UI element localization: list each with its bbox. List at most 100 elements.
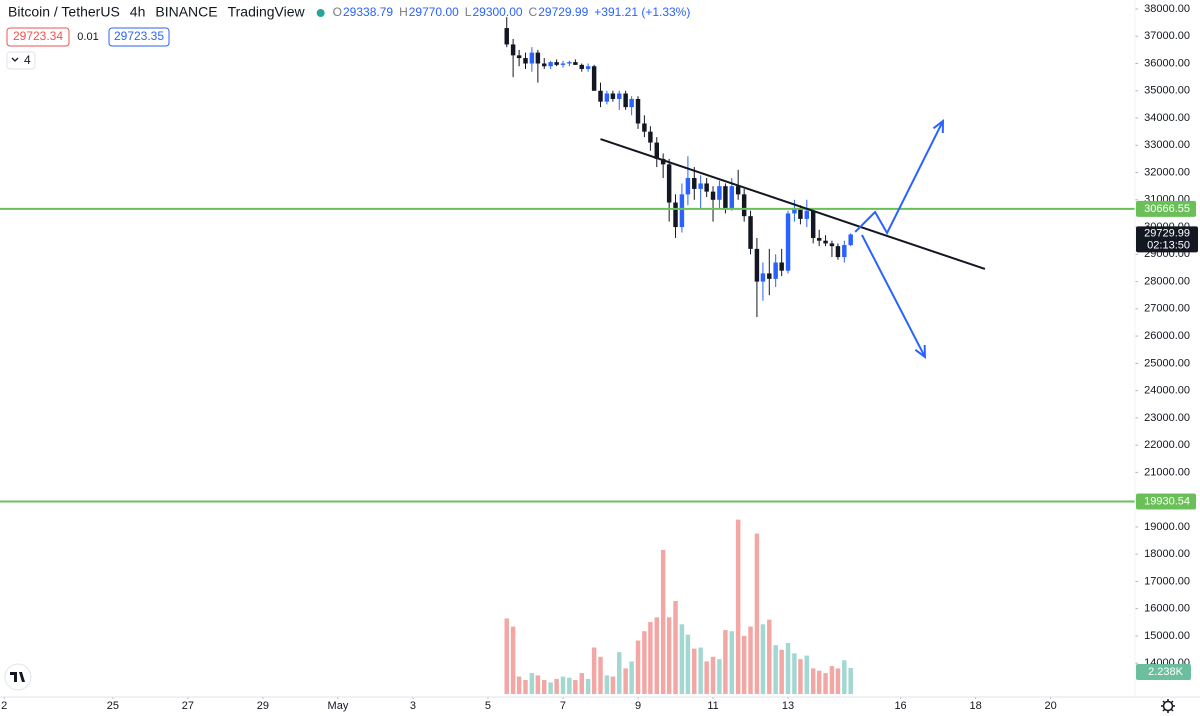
volume-bar bbox=[816, 670, 822, 694]
candle-body bbox=[741, 194, 747, 217]
volume-bar bbox=[579, 673, 584, 694]
y-tick-label: 22000.00 bbox=[1144, 439, 1190, 451]
candle-body bbox=[567, 62, 572, 64]
candle-body bbox=[704, 183, 709, 192]
volume-bar bbox=[754, 533, 760, 694]
candle-body bbox=[773, 262, 778, 279]
tv-logo bbox=[4, 663, 32, 691]
y-tick-label: 18000.00 bbox=[1144, 548, 1190, 560]
volume-bar bbox=[798, 659, 803, 694]
volume-bar bbox=[685, 634, 691, 694]
header-text: BINANCE bbox=[155, 4, 217, 20]
header-text: +391.21 (+1.33%) bbox=[594, 5, 690, 19]
volume-bar bbox=[848, 667, 853, 694]
candle-body bbox=[710, 191, 716, 200]
settings-gear[interactable] bbox=[1161, 699, 1175, 713]
candle-body bbox=[729, 186, 735, 208]
volume-bar bbox=[710, 656, 716, 694]
candle-body bbox=[585, 66, 591, 69]
candle-body bbox=[573, 62, 578, 65]
volume-bar bbox=[792, 653, 797, 694]
candle-body bbox=[610, 93, 616, 99]
volume-bar bbox=[554, 678, 559, 694]
volume-bar bbox=[573, 680, 578, 694]
candle-body bbox=[648, 131, 653, 143]
candle-body bbox=[623, 93, 628, 108]
x-tick-label: 2 bbox=[1, 700, 7, 712]
volume-bar bbox=[760, 624, 766, 694]
header-text: TradingView bbox=[228, 4, 306, 20]
sell-box[interactable] bbox=[6, 27, 70, 47]
x-tick-label: 20 bbox=[1044, 700, 1056, 712]
candle-body bbox=[548, 62, 553, 67]
x-tick-label: 3 bbox=[410, 700, 416, 712]
candle-body bbox=[798, 207, 803, 219]
candle-body bbox=[617, 93, 622, 99]
candle-body bbox=[835, 246, 841, 258]
candle-body bbox=[698, 183, 703, 189]
volume-bar bbox=[673, 601, 678, 694]
buy-box[interactable] bbox=[108, 27, 170, 47]
x-tick-label: 16 bbox=[894, 700, 906, 712]
candle-body bbox=[754, 248, 760, 282]
header-text: 29338.79 bbox=[343, 5, 393, 19]
price-axis-bg bbox=[1135, 0, 1200, 697]
date-axis-bg bbox=[0, 697, 1200, 716]
volume-bar bbox=[516, 676, 522, 694]
volume-bar bbox=[642, 631, 647, 694]
candle-body bbox=[642, 123, 647, 132]
candle-body bbox=[666, 164, 672, 203]
volume-bar bbox=[610, 676, 616, 694]
header-text: L bbox=[465, 5, 472, 19]
last-volume-bg bbox=[1136, 663, 1191, 680]
y-tick-label: 28000.00 bbox=[1144, 275, 1190, 287]
volume-bar bbox=[623, 668, 628, 694]
volume-bar bbox=[804, 655, 810, 694]
y-tick-label: 37000.00 bbox=[1144, 30, 1190, 42]
candle-body bbox=[560, 63, 566, 65]
trendline bbox=[600, 138, 986, 270]
y-tick-label: 21000.00 bbox=[1144, 466, 1190, 478]
candle-body bbox=[523, 58, 528, 64]
header-text: 29770.00 bbox=[409, 5, 459, 19]
candle-body bbox=[504, 28, 509, 45]
x-tick-label: 9 bbox=[635, 700, 641, 712]
price-label: 19930.54 bbox=[1144, 495, 1190, 507]
volume-bar bbox=[779, 649, 784, 694]
volume-bar bbox=[523, 680, 528, 694]
candle-body bbox=[604, 93, 610, 102]
y-tick-label: 32000.00 bbox=[1144, 166, 1190, 178]
candle-body bbox=[673, 202, 678, 228]
candle-body bbox=[804, 210, 810, 219]
volume-bar bbox=[529, 673, 535, 694]
candle-body bbox=[767, 273, 772, 279]
candle-body bbox=[829, 243, 835, 247]
candle-body bbox=[529, 52, 535, 64]
candle-body bbox=[692, 177, 697, 189]
projection-path bbox=[854, 120, 944, 236]
candle-body bbox=[735, 186, 741, 195]
volume-bar bbox=[635, 640, 641, 694]
x-tick-label: 11 bbox=[707, 700, 718, 712]
candle-body bbox=[510, 44, 516, 56]
candle-body bbox=[679, 194, 685, 228]
candle-body bbox=[554, 62, 559, 65]
x-tick-label: 25 bbox=[107, 700, 119, 712]
volume-bar bbox=[785, 642, 791, 694]
y-tick-label: 27000.00 bbox=[1144, 303, 1190, 315]
header-text: 29300.00 bbox=[472, 5, 522, 19]
plot-area bbox=[0, 17, 1135, 694]
last-price-bg bbox=[1136, 226, 1198, 253]
volume-bar bbox=[535, 675, 541, 694]
candle-body bbox=[660, 158, 666, 165]
volume-bar bbox=[560, 676, 566, 694]
candle-body bbox=[717, 186, 722, 200]
arrowhead bbox=[932, 118, 944, 134]
candle-body bbox=[654, 142, 660, 159]
projection-path bbox=[861, 234, 926, 358]
y-tick-label: 35000.00 bbox=[1144, 85, 1190, 97]
indicators-toggle[interactable] bbox=[6, 51, 36, 70]
volume-bar bbox=[598, 656, 603, 694]
y-tick-label: 24000.00 bbox=[1144, 385, 1190, 397]
candle-body bbox=[542, 63, 547, 67]
